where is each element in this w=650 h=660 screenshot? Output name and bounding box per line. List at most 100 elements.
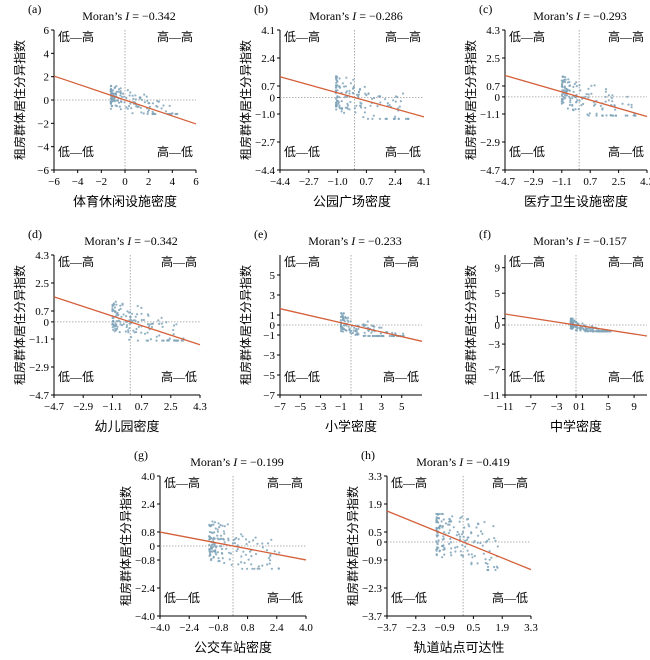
scatter-point	[111, 322, 114, 326]
scatter-point	[435, 534, 438, 537]
scatter-point	[233, 542, 236, 545]
scatter-point	[626, 114, 629, 117]
scatter-point	[145, 95, 148, 98]
scatter-point	[213, 521, 217, 524]
scatter-point	[362, 116, 365, 119]
scatter-point	[219, 538, 222, 541]
y-axis-label: 租房群体居住分异指数	[463, 40, 478, 160]
scatter-point	[441, 556, 444, 559]
scatter-point	[473, 554, 476, 558]
scatter-point	[134, 94, 137, 97]
y-tick-label: 1.9	[368, 499, 382, 511]
x-axis-label: 中学密度	[550, 419, 602, 434]
quadrant-label-low-low: 低—低	[509, 145, 545, 159]
scatter-point	[568, 84, 571, 87]
scatter-point	[346, 102, 349, 105]
x-axis-label: 公园广场密度	[313, 194, 391, 209]
scatter-point	[256, 542, 259, 545]
y-tick-label: 3.3	[368, 471, 382, 483]
scatter-point	[492, 525, 495, 528]
scatter-point	[112, 320, 115, 323]
x-tick-label: 0.7	[360, 176, 374, 188]
scatter-point	[587, 327, 590, 330]
scatter-point	[621, 102, 624, 105]
moran-prefix: Moran’s	[309, 9, 352, 23]
scatter-point	[486, 565, 490, 569]
x-tick-label: 3.3	[524, 622, 538, 634]
scatter-point	[160, 107, 163, 110]
scatter-point	[118, 105, 121, 108]
scatter-point	[270, 538, 273, 541]
scatter-point	[464, 545, 467, 548]
scatter-point	[256, 567, 259, 570]
scatter-point	[348, 328, 351, 332]
scatter-point	[133, 331, 136, 334]
scatter-point	[581, 326, 584, 329]
scatter-point	[341, 82, 344, 85]
scatter-point	[172, 333, 175, 336]
scatter-point	[607, 99, 611, 102]
scatter-point	[143, 93, 146, 96]
scatter-point	[240, 555, 243, 558]
scatter-point	[441, 538, 444, 541]
scatter-point	[220, 545, 223, 548]
scatter-point	[595, 330, 599, 333]
scatter-point	[237, 538, 240, 541]
scatter-point	[444, 522, 448, 525]
scatter-point	[392, 99, 395, 102]
scatter-point	[340, 328, 343, 332]
scatter-point	[456, 530, 459, 534]
scatter-point	[209, 553, 212, 556]
y-tick-label: 0.8	[141, 527, 155, 539]
scatter-point	[435, 519, 438, 523]
scatter-point	[161, 325, 164, 328]
scatter-point	[440, 520, 443, 523]
scatter-point	[450, 547, 453, 550]
scatter-point	[438, 526, 441, 529]
scatter-point	[242, 550, 245, 553]
scatter-point	[261, 564, 264, 567]
scatter-point	[339, 319, 342, 322]
scatter-point	[406, 117, 409, 120]
y-tick-label: −11	[483, 390, 500, 402]
y-tick-label: −0.9	[362, 555, 382, 567]
y-tick-label: −4.4	[255, 165, 275, 177]
quadrant-label-high-low: 高—低	[267, 590, 303, 605]
scatter-point	[367, 92, 370, 95]
scatter-point	[277, 567, 280, 570]
scatter-point	[402, 332, 405, 335]
scatter-point	[611, 100, 614, 103]
scatter-point	[231, 542, 234, 545]
scatter-point	[128, 322, 131, 325]
scatter-point	[352, 78, 355, 81]
scatter-point	[435, 553, 438, 556]
scatter-point	[451, 515, 454, 518]
panel-label: (c)	[479, 2, 492, 16]
scatter-point	[564, 78, 567, 81]
y-tick-label: 0	[495, 320, 501, 332]
y-tick-label: 0	[377, 537, 383, 549]
scatter-point	[365, 94, 368, 97]
scatter-point	[488, 558, 491, 561]
scatter-point	[346, 316, 350, 319]
scatter-point	[254, 536, 257, 539]
scatter-point	[482, 552, 485, 555]
x-tick-label: 2.4	[270, 622, 284, 634]
scatter-point	[579, 89, 582, 92]
scatter-point	[270, 567, 273, 570]
scatter-point	[355, 104, 358, 107]
y-tick-label: −2.9	[480, 137, 500, 149]
scatter-point	[219, 523, 222, 527]
scatter-point	[561, 84, 564, 87]
scatter-point	[150, 322, 153, 326]
quadrant-label-low-high: 低—高	[284, 29, 320, 44]
moran-variable: I	[458, 455, 464, 469]
scatter-point	[343, 328, 346, 331]
scatter-point	[362, 323, 365, 326]
scatter-point	[140, 331, 143, 334]
x-tick-label: 2.5	[164, 401, 178, 413]
panel-label: (h)	[361, 448, 375, 462]
scatter-point	[493, 537, 496, 540]
scatter-point	[340, 323, 343, 326]
quadrant-label-low-high: 低—高	[509, 254, 545, 269]
